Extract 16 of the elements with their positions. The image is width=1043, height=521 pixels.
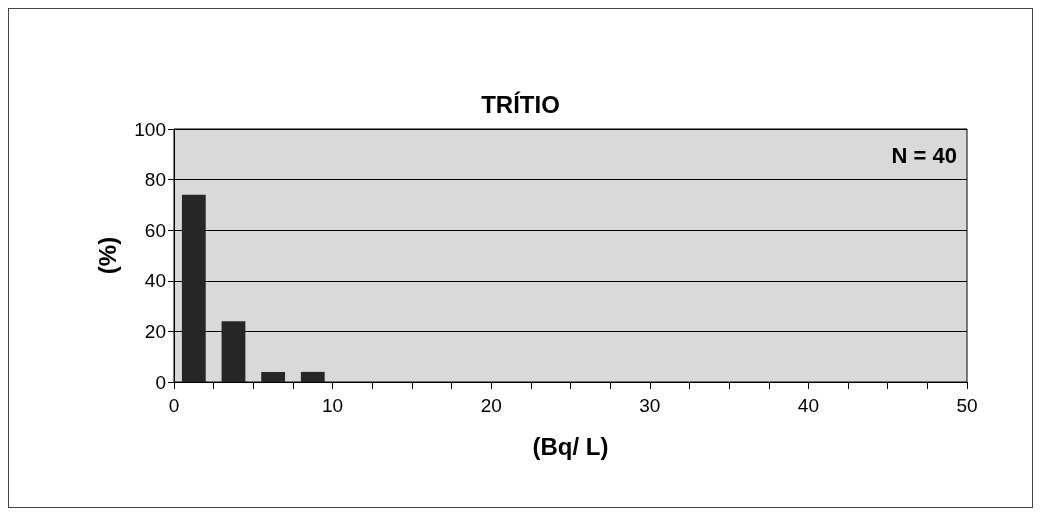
x-tick-label: 30 xyxy=(639,395,661,416)
y-tick-label: 80 xyxy=(144,169,166,191)
x-tick-label: 40 xyxy=(797,395,819,416)
x-tick-label: 20 xyxy=(480,395,502,416)
y-axis-title: (%) xyxy=(93,236,121,275)
x-tick-label: 50 xyxy=(956,395,978,416)
y-tick-label: 20 xyxy=(144,320,166,342)
x-tick-label: 10 xyxy=(322,395,344,416)
x-axis-title: (Bq/ L) xyxy=(532,432,609,460)
y-tick-label: 100 xyxy=(134,118,166,140)
x-tick-label: 0 xyxy=(168,395,180,416)
y-tick-label: 40 xyxy=(144,270,166,292)
chart-title: TRÍTIO xyxy=(481,90,560,118)
y-tick-label: 0 xyxy=(155,371,166,393)
annotation: N = 40 xyxy=(891,142,958,168)
y-tick-label: 60 xyxy=(144,219,166,241)
